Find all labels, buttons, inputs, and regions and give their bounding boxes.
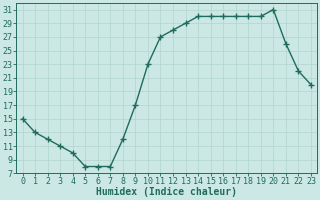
X-axis label: Humidex (Indice chaleur): Humidex (Indice chaleur) — [96, 187, 237, 197]
